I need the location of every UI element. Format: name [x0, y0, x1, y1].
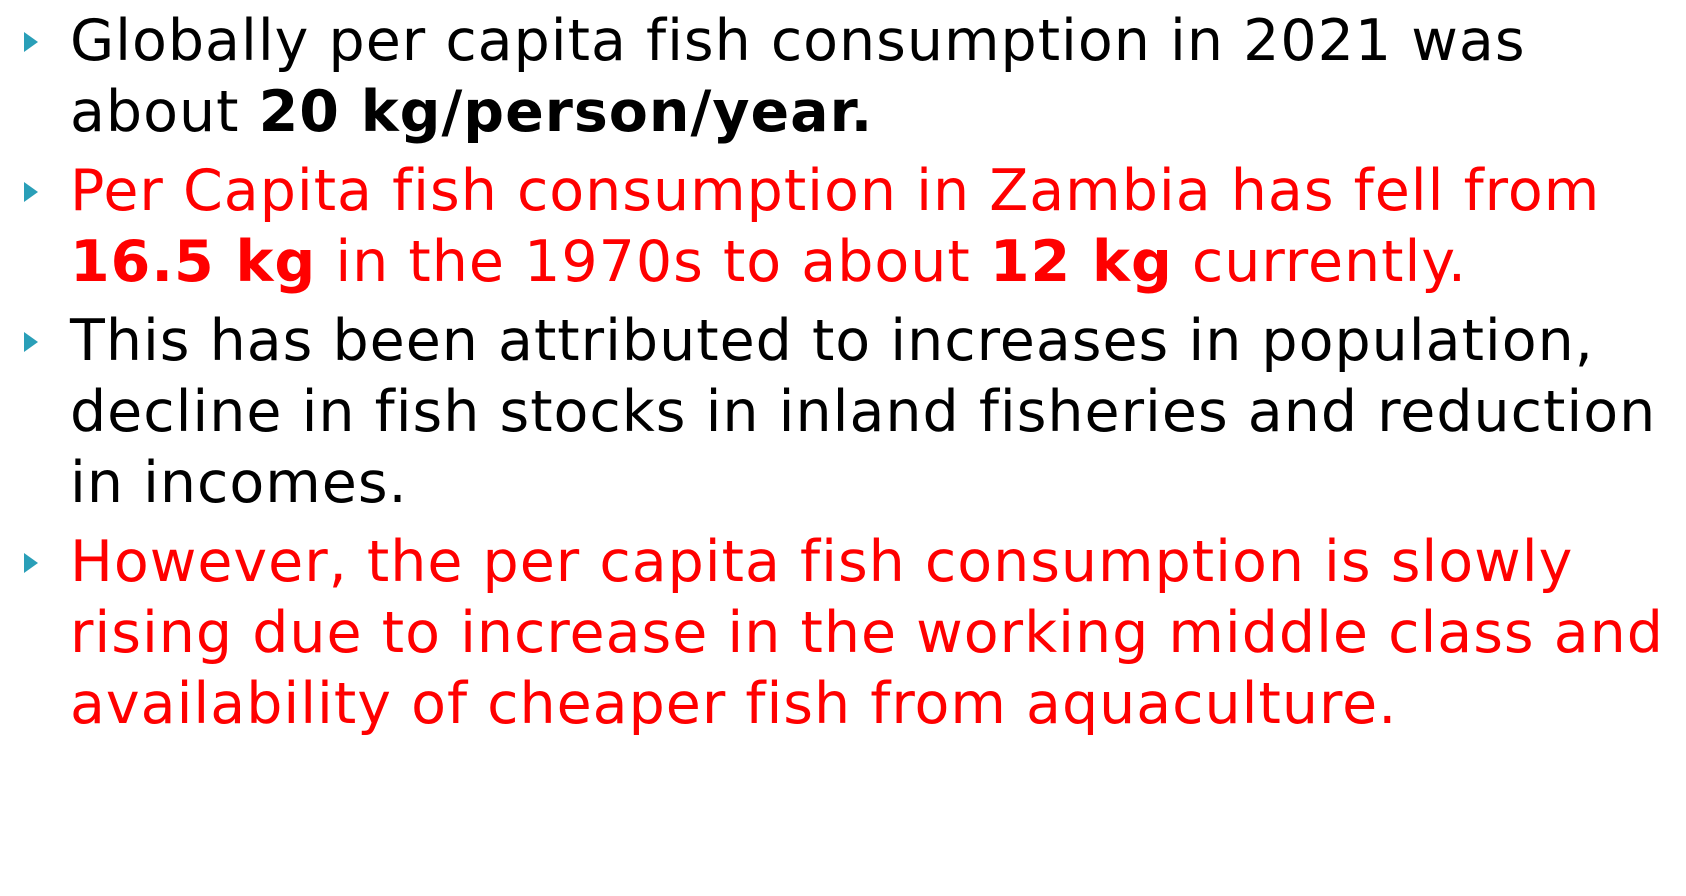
text-run: Per Capita fish consumption in Zambia ha…	[70, 158, 1601, 224]
text-run: in the 1970s to about	[316, 229, 990, 295]
bullet-item: This has been attributed to increases in…	[0, 306, 1686, 519]
bullet-triangle	[24, 182, 38, 202]
bullet-icon	[24, 32, 38, 52]
bullet-item: However, the per capita fish consumption…	[0, 527, 1686, 740]
text-run: 20 kg/person/year.	[258, 79, 874, 145]
bullet-item: Per Capita fish consumption in Zambia ha…	[0, 156, 1686, 298]
bullet-triangle	[24, 553, 38, 573]
bullet-icon	[24, 332, 38, 352]
bullet-icon	[24, 553, 38, 573]
bullet-triangle	[24, 332, 38, 352]
text-run: 12 kg	[989, 229, 1173, 295]
text-run: Globally per capita fish consumption in …	[70, 8, 1526, 145]
text-run: currently.	[1172, 229, 1468, 295]
bullet-item: Globally per capita fish consumption in …	[0, 6, 1686, 148]
text-run: However, the per capita fish consumption…	[70, 529, 1664, 737]
text-run: 16.5 kg	[70, 229, 317, 295]
text-run: This has been attributed to increases in…	[70, 308, 1657, 516]
bullet-icon	[24, 182, 38, 202]
bullet-triangle	[24, 32, 38, 52]
bullet-list: Globally per capita fish consumption in …	[0, 6, 1686, 748]
